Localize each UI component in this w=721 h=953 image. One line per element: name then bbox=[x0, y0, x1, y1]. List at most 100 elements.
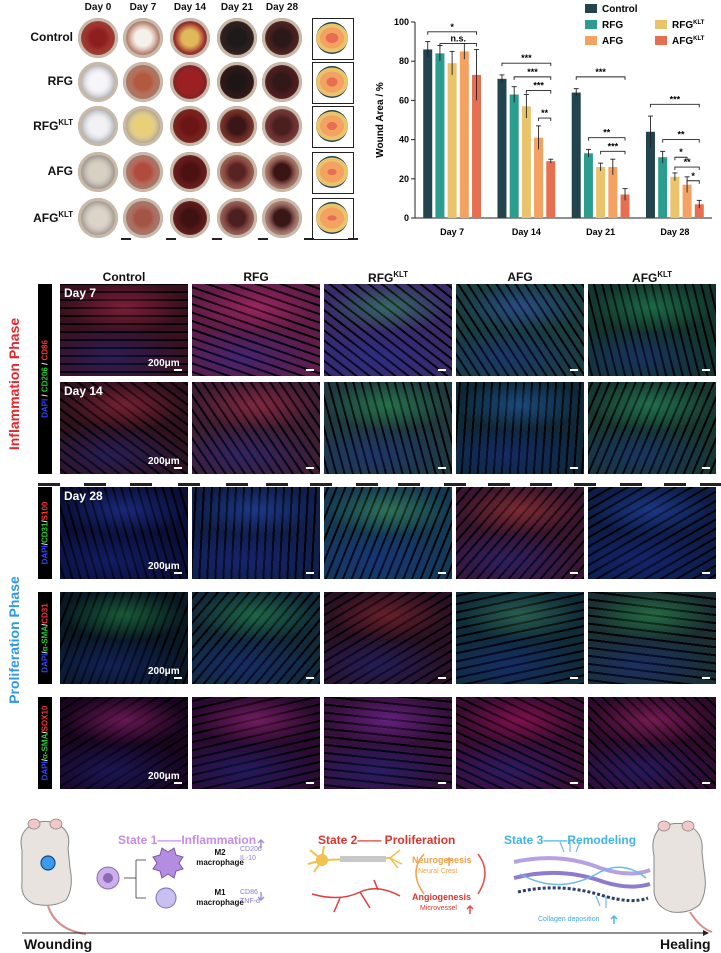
wound-photo bbox=[78, 152, 118, 192]
significance-label: *** bbox=[527, 67, 538, 77]
significance-label: * bbox=[450, 22, 454, 32]
wound-photo bbox=[123, 18, 163, 58]
scale-bar bbox=[166, 238, 176, 240]
scale-bar bbox=[570, 572, 578, 574]
scale-bar bbox=[570, 677, 578, 679]
m1-label: M1 macrophage bbox=[196, 888, 244, 907]
column-header: AFG bbox=[507, 270, 533, 284]
fluorescence-image bbox=[324, 592, 452, 684]
scale-bar bbox=[702, 369, 710, 371]
significance-label: n.s. bbox=[450, 34, 466, 44]
separator-dash bbox=[700, 483, 721, 486]
scale-bar bbox=[258, 238, 268, 240]
wound-trace-map bbox=[312, 18, 354, 60]
wound-trace-map bbox=[312, 198, 354, 240]
wound-photo bbox=[262, 62, 302, 102]
scale-text: 200μm bbox=[148, 771, 180, 782]
significance-bracket bbox=[575, 76, 626, 80]
scale-bar bbox=[306, 782, 314, 784]
fluorescence-image bbox=[60, 592, 188, 684]
scale-bar bbox=[570, 467, 578, 469]
bar bbox=[694, 204, 704, 218]
significance-label: ** bbox=[677, 130, 685, 140]
day-label: Day 14 bbox=[64, 384, 103, 398]
angiogenesis-label: Angiogenesis bbox=[412, 892, 472, 902]
schematic-panel: State 1——Inflammation State 2—— Prolifer… bbox=[0, 812, 721, 953]
fluorescence-image bbox=[324, 487, 452, 579]
fluorescence-image bbox=[192, 697, 320, 789]
wound-photo bbox=[262, 18, 302, 58]
scale-bar bbox=[438, 467, 446, 469]
legend-swatch bbox=[585, 36, 597, 45]
day-label: Day 7 bbox=[64, 286, 97, 300]
scale-bar bbox=[702, 677, 710, 679]
wounded-rat-icon bbox=[20, 818, 87, 935]
fluorescence-image bbox=[60, 697, 188, 789]
day-label: Day 28 bbox=[64, 489, 103, 503]
scale-bar bbox=[121, 238, 131, 240]
legend-swatch bbox=[655, 36, 667, 45]
wound-photo bbox=[217, 152, 257, 192]
scale-text: 200μm bbox=[148, 456, 180, 467]
significance-bracket bbox=[650, 103, 700, 108]
separator-dash bbox=[38, 483, 60, 486]
neural-crest-label: Neural Crest bbox=[418, 868, 458, 875]
inflammation-phase-label: Inflammation Phase bbox=[6, 317, 22, 451]
group-label: Control bbox=[30, 30, 73, 44]
significance-bracket bbox=[686, 180, 700, 184]
column-header: RFGKLT bbox=[368, 270, 408, 285]
scale-bar bbox=[702, 467, 710, 469]
legend-swatch bbox=[585, 4, 597, 13]
group-label: AFG bbox=[47, 164, 73, 178]
legend-entry: RFG bbox=[602, 20, 623, 31]
wound-photo bbox=[262, 152, 302, 192]
x-tick-label: Day 28 bbox=[660, 227, 689, 237]
scale-text: 200μm bbox=[148, 358, 180, 369]
wound-photo bbox=[170, 152, 210, 192]
y-tick-label: 40 bbox=[399, 135, 409, 145]
bar bbox=[497, 78, 507, 218]
day-header: Day 28 bbox=[265, 2, 299, 13]
y-tick-label: 20 bbox=[399, 174, 409, 184]
y-tick-label: 100 bbox=[394, 17, 409, 27]
wound-photo bbox=[78, 198, 118, 238]
group-label: RFGKLT bbox=[33, 118, 73, 133]
fluorescence-image bbox=[588, 487, 716, 579]
fluorescence-image bbox=[60, 487, 188, 579]
significance-bracket bbox=[538, 117, 552, 122]
significance-label: * bbox=[691, 171, 695, 181]
significance-bracket bbox=[525, 90, 552, 94]
scale-bar bbox=[174, 572, 182, 574]
bar bbox=[658, 157, 668, 218]
day-header: Day 0 bbox=[84, 2, 112, 13]
scale-bar bbox=[348, 238, 358, 240]
legend-swatch bbox=[585, 20, 597, 29]
healing-label: Healing bbox=[660, 936, 711, 952]
microvessel-label: Microvessel bbox=[420, 905, 457, 912]
bar bbox=[534, 137, 544, 218]
state2-title: State 2—— Proliferation bbox=[318, 833, 456, 847]
bar bbox=[509, 94, 519, 218]
fluorescence-image bbox=[456, 284, 584, 376]
wound-photo bbox=[78, 106, 118, 146]
wound-photo bbox=[217, 198, 257, 238]
scale-bar bbox=[570, 782, 578, 784]
stain-legend: DAPI / CD206 / CD86 bbox=[38, 284, 52, 474]
separator-dash bbox=[84, 483, 106, 486]
scale-bar bbox=[438, 369, 446, 371]
wound-photo bbox=[78, 18, 118, 58]
bar bbox=[682, 184, 692, 218]
bar bbox=[472, 74, 482, 218]
microvessel-icon bbox=[311, 879, 401, 913]
separator-dash bbox=[310, 483, 332, 486]
scale-bar bbox=[306, 572, 314, 574]
column-header: AFGKLT bbox=[632, 270, 672, 285]
legend-entry: AFGKLT bbox=[672, 36, 705, 47]
scale-bar bbox=[702, 782, 710, 784]
bar bbox=[670, 176, 680, 218]
m2-macrophage-icon bbox=[152, 847, 184, 879]
wound-photo bbox=[170, 106, 210, 146]
fluorescence-image bbox=[324, 382, 452, 474]
separator-dash bbox=[226, 483, 248, 486]
group-label: AFGKLT bbox=[33, 210, 73, 225]
